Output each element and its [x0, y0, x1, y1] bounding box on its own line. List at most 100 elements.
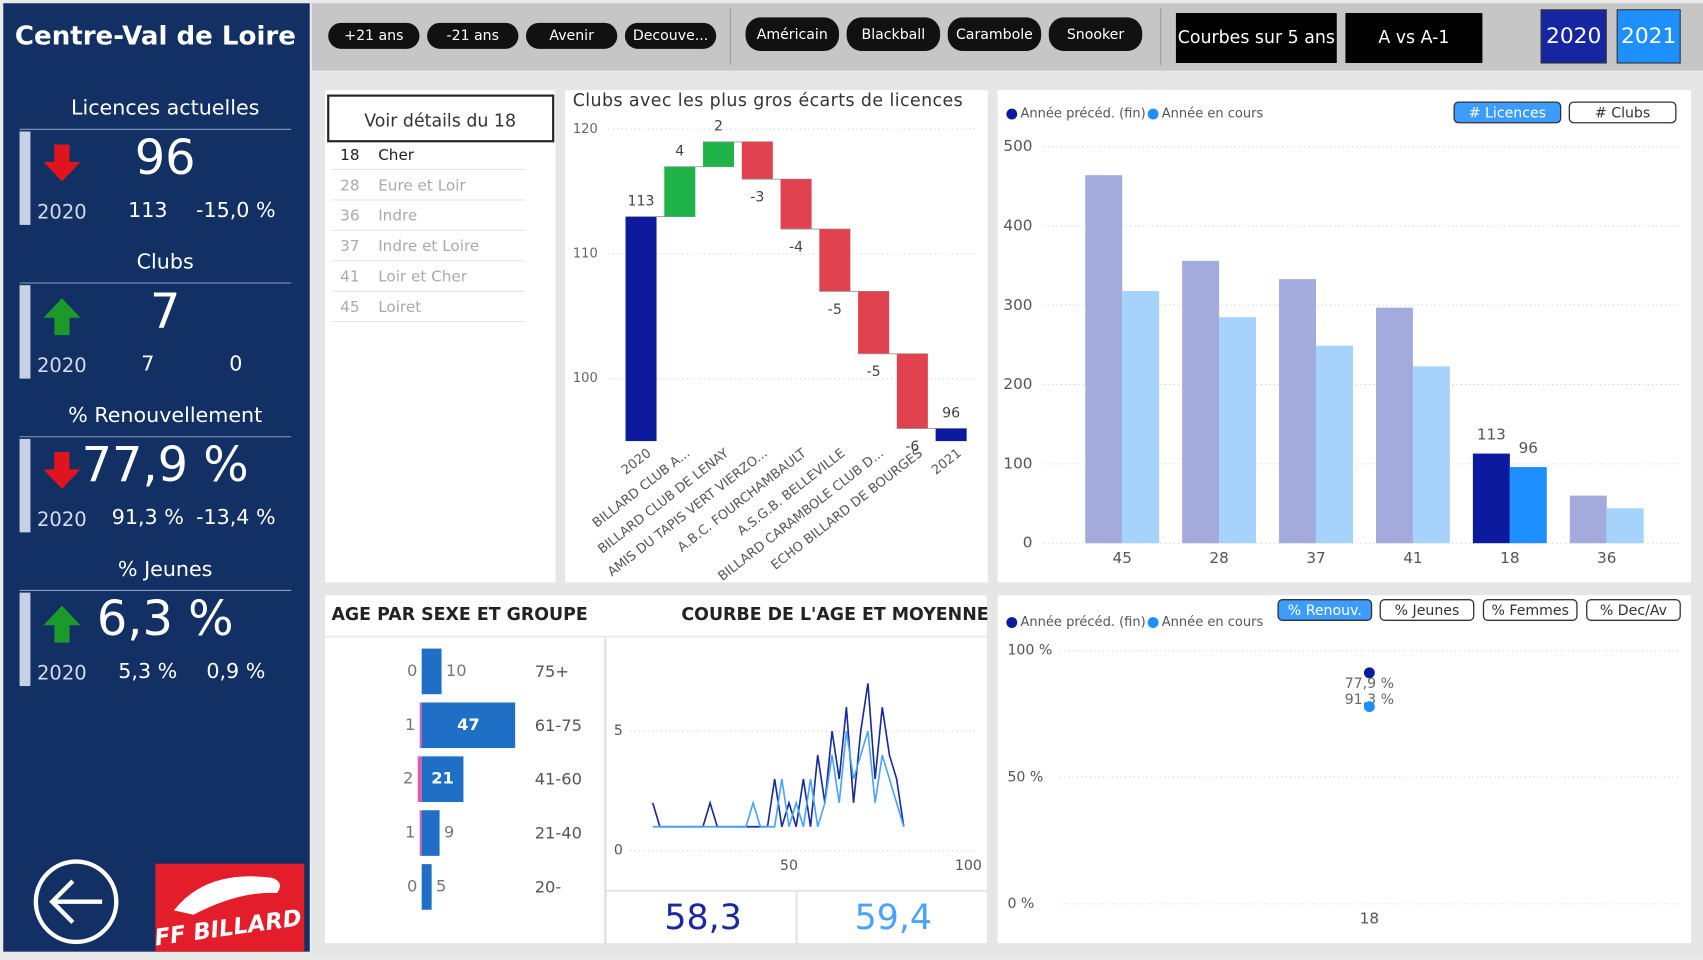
legend-dot	[1006, 108, 1018, 120]
mean-value: 58,3	[664, 898, 741, 938]
department-code[interactable]: 45	[340, 298, 359, 316]
legend-label: Année précéd. (fin)	[1021, 615, 1146, 630]
filter-button[interactable]	[526, 22, 618, 49]
department-code[interactable]: 28	[340, 176, 359, 194]
kpi-year: 2020	[37, 662, 87, 685]
bar	[1122, 291, 1160, 544]
bar	[1472, 453, 1510, 544]
data-label: 0	[407, 876, 417, 895]
year-label: 2021	[1621, 24, 1676, 49]
data-label: 113	[1477, 426, 1506, 444]
kpi-previous: 7	[141, 351, 154, 375]
legend-dot	[1147, 108, 1159, 120]
category-label: 75+	[535, 662, 569, 681]
bar	[1375, 307, 1413, 544]
waterfall-bar	[896, 353, 928, 429]
category-label: 20-	[535, 878, 562, 897]
department-code[interactable]: 36	[340, 207, 359, 225]
year-button[interactable]	[1616, 9, 1681, 64]
y-tick-label: 0	[614, 843, 623, 859]
department-name[interactable]: Loir et Cher	[378, 268, 468, 286]
data-label: 4	[675, 143, 684, 159]
bar	[1182, 260, 1220, 544]
waterfall-bar	[703, 141, 735, 167]
data-label: 96	[1519, 439, 1538, 457]
x-tick-label: 41	[1403, 549, 1422, 567]
kpi-change: -13,4 %	[196, 505, 276, 529]
y-tick-label: 120	[573, 122, 598, 137]
department-name[interactable]: Eure et Loir	[378, 176, 466, 194]
toggle-button[interactable]	[1586, 599, 1681, 621]
panel	[324, 90, 556, 583]
toggle-button[interactable]	[1379, 599, 1475, 621]
waterfall-bar	[625, 216, 657, 442]
mode-label: Carambole	[956, 27, 1033, 43]
female-bar	[417, 756, 422, 802]
filter-button[interactable]	[427, 22, 519, 49]
trend-arrow	[43, 451, 81, 489]
year-label: 2020	[1546, 24, 1601, 49]
mode-button[interactable]	[947, 17, 1042, 52]
filter-label: Decouve...	[633, 28, 708, 44]
kpi-value: 96	[135, 131, 196, 186]
x-tick-label: 18	[1360, 910, 1379, 928]
view-button[interactable]	[1175, 13, 1337, 64]
legend-label: Année en cours	[1162, 615, 1264, 630]
back-button[interactable]	[33, 859, 119, 945]
y-tick-label: 110	[573, 247, 598, 262]
y-tick-label: 100	[573, 371, 598, 386]
view-button[interactable]	[1345, 13, 1483, 64]
data-label: 9	[444, 823, 454, 842]
filter-button[interactable]	[328, 22, 420, 49]
department-code[interactable]: 37	[340, 237, 359, 255]
bar	[1606, 508, 1644, 544]
department-code[interactable]: 18	[340, 146, 359, 164]
trend-arrow	[43, 298, 81, 336]
kpi-value: 6,3 %	[97, 592, 234, 647]
y-tick-label: 100 %	[1007, 643, 1052, 659]
filter-button[interactable]	[624, 22, 717, 49]
toggle-button[interactable]	[1453, 101, 1562, 124]
mode-button[interactable]	[846, 17, 941, 52]
mode-button[interactable]	[745, 17, 840, 52]
department-name[interactable]: Cher	[378, 146, 415, 164]
department-name[interactable]: Indre	[378, 207, 417, 225]
female-bar	[419, 810, 422, 856]
department-name[interactable]: Loiret	[378, 298, 421, 316]
age-curve	[652, 730, 905, 828]
toggle-label: % Dec/Av	[1600, 603, 1667, 619]
toggle-button[interactable]	[1482, 599, 1578, 621]
y-tick-label: 200	[1003, 375, 1032, 393]
data-label: 10	[446, 661, 467, 680]
toggle-button[interactable]	[1277, 599, 1373, 621]
department-code[interactable]: 41	[340, 268, 359, 286]
filter-label: +21 ans	[344, 28, 403, 44]
trend-arrow	[43, 605, 81, 643]
year-button[interactable]	[1540, 9, 1607, 64]
kpi-value: 7	[150, 285, 180, 340]
data-label: 0	[407, 661, 417, 680]
kpi-label: Licences actuelles	[71, 96, 259, 120]
legend-label: Année en cours	[1162, 107, 1264, 122]
department-header-box	[327, 94, 555, 143]
kpi-bar	[19, 131, 31, 225]
panel	[997, 595, 1692, 943]
kpi-bar	[19, 438, 31, 533]
male-bar	[421, 864, 432, 910]
mean-value: 59,4	[855, 898, 932, 938]
kpi-year: 2020	[37, 508, 87, 531]
bar	[1509, 467, 1547, 544]
kpi-value: 77,9 %	[82, 438, 249, 493]
chart-title: COURBE DE L'AGE ET MOYENNE	[681, 605, 988, 625]
waterfall-bar	[780, 179, 812, 230]
toggle-button[interactable]	[1568, 101, 1677, 124]
mode-label: Blackball	[862, 27, 926, 43]
kpi-year: 2020	[37, 354, 87, 377]
mode-button[interactable]	[1048, 17, 1143, 52]
point	[1363, 667, 1375, 679]
x-tick-label: 100	[955, 858, 982, 874]
department-name[interactable]: Indre et Loire	[378, 237, 479, 255]
toggle-label: % Femmes	[1491, 603, 1568, 619]
mode-label: Snooker	[1067, 27, 1125, 43]
